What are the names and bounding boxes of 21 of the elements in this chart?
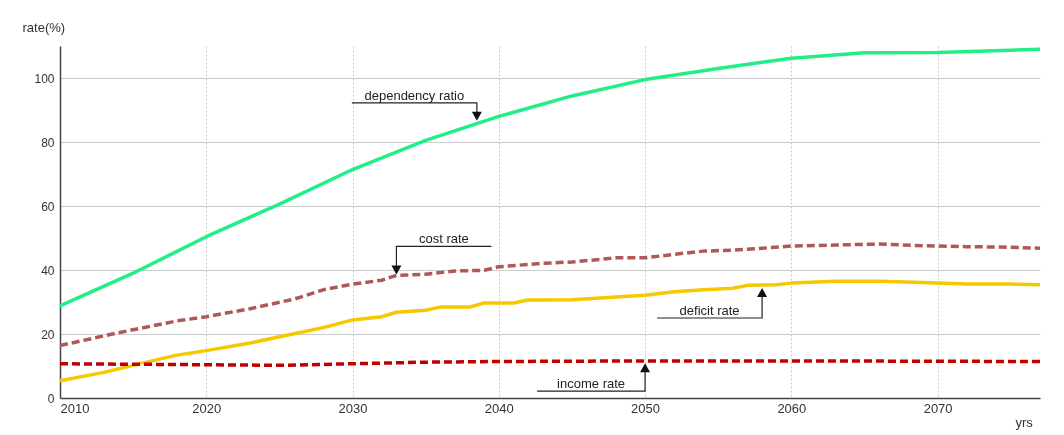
annotation: deficit rate bbox=[679, 303, 740, 318]
annotation: income rate bbox=[557, 376, 626, 392]
y-axis-title: rate(%) bbox=[22, 19, 66, 35]
x-tick-label: 2030 bbox=[338, 400, 368, 416]
y-tick-label: 0 bbox=[47, 391, 55, 406]
y-tick-label: 20 bbox=[41, 327, 55, 342]
x-tick-label: 2010 bbox=[60, 400, 90, 416]
y-tick-label: 80 bbox=[41, 135, 55, 150]
x-tick-label: 2070 bbox=[923, 400, 953, 416]
line-series bbox=[58, 242, 1042, 348]
y-tick-label: 60 bbox=[41, 199, 55, 214]
x-tick-label: 2040 bbox=[484, 400, 514, 416]
y-tick-label: 100 bbox=[34, 71, 55, 86]
line-series bbox=[58, 47, 1042, 308]
x-tick-label: 2060 bbox=[777, 400, 807, 416]
x-axis-title: yrs bbox=[1015, 414, 1034, 430]
x-tick-label: 2020 bbox=[192, 400, 222, 416]
annotation: dependency ratio bbox=[364, 87, 465, 103]
y-tick-label: 40 bbox=[41, 263, 55, 278]
annotation: cost rate bbox=[418, 231, 469, 247]
x-tick-label: 2050 bbox=[631, 400, 661, 416]
